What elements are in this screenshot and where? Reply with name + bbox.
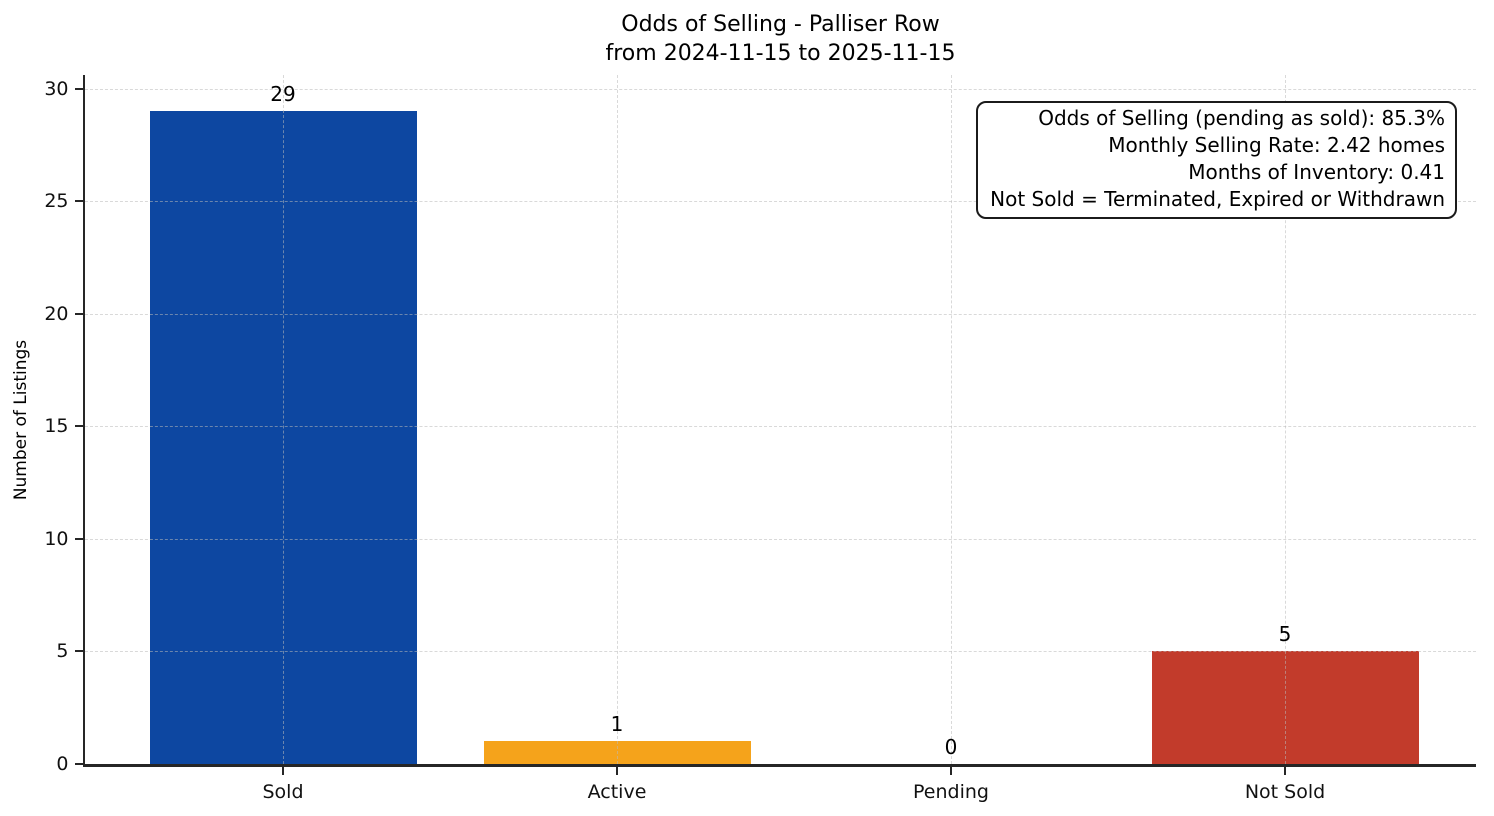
- annotation-line-inventory: Months of Inventory: 0.41: [1188, 160, 1445, 184]
- gridline-horizontal: [85, 538, 1476, 540]
- x-tick-mark: [616, 766, 618, 775]
- x-tick-label: Sold: [262, 780, 304, 803]
- x-axis-spine: [82, 764, 1476, 767]
- bar-value-label: 0: [944, 735, 958, 759]
- bar-value-label: 5: [1278, 622, 1292, 647]
- y-axis-spine: [82, 75, 85, 767]
- y-tick-mark: [74, 425, 83, 428]
- y-tick-mark: [74, 537, 83, 540]
- y-tick-label: 25: [44, 190, 69, 213]
- y-tick-mark: [74, 650, 83, 653]
- y-tick-label: 10: [44, 527, 69, 550]
- y-tick-mark: [74, 200, 83, 203]
- y-tick-label: 15: [44, 415, 69, 438]
- gridline-horizontal: [85, 651, 1476, 653]
- gridline-horizontal: [85, 201, 1476, 203]
- annotation-line-odds: Odds of Selling (pending as sold): 85.3%: [1038, 106, 1445, 130]
- gridline-vertical: [283, 75, 284, 764]
- annotation-box: Odds of Selling (pending as sold): 85.3%…: [976, 101, 1457, 219]
- y-tick-label: 5: [56, 640, 69, 663]
- annotation-line-notsold-def: Not Sold = Terminated, Expired or Withdr…: [990, 187, 1445, 211]
- x-tick-label: Not Sold: [1244, 780, 1326, 803]
- chart-title: Odds of Selling - Palliser Row: [621, 12, 940, 37]
- x-tick-mark: [950, 766, 952, 775]
- y-tick-label: 30: [44, 77, 69, 100]
- gridline-vertical: [1285, 75, 1286, 764]
- y-tick-mark: [74, 763, 83, 765]
- gridline-vertical: [951, 75, 952, 764]
- x-tick-label: Active: [587, 780, 647, 803]
- annotation-line-rate: Monthly Selling Rate: 2.42 homes: [1108, 133, 1445, 157]
- bar-value-label: 29: [270, 82, 296, 107]
- gridline-horizontal: [85, 88, 1476, 90]
- chart-title-block: Odds of Selling - Palliser Row from 2024…: [85, 10, 1476, 68]
- y-tick-label: 0: [56, 753, 69, 775]
- x-tick-mark: [1284, 766, 1286, 775]
- x-tick-mark: [282, 766, 284, 775]
- gridline-horizontal: [85, 313, 1476, 315]
- x-tick-label: Pending: [913, 780, 989, 803]
- bar-value-label: 1: [610, 712, 624, 737]
- y-tick-mark: [74, 87, 83, 90]
- y-tick-mark: [74, 312, 83, 315]
- gridline-vertical: [617, 75, 618, 764]
- y-tick-label: 20: [44, 302, 69, 325]
- chart-subtitle: from 2024-11-15 to 2025-11-15: [605, 41, 956, 66]
- gridline-horizontal: [85, 426, 1476, 428]
